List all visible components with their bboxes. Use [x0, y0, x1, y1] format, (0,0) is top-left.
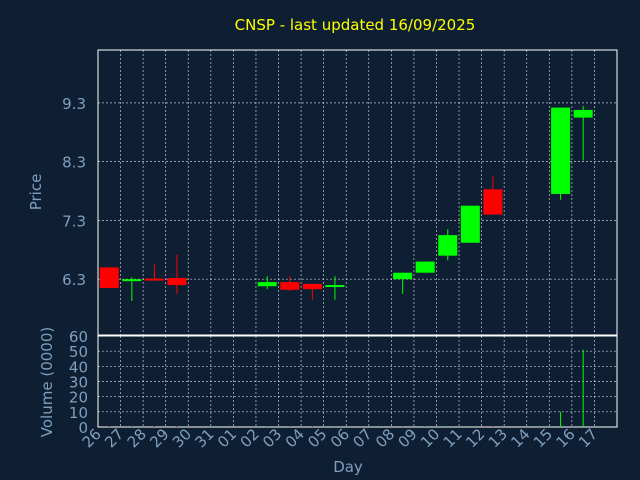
candle-body — [415, 261, 435, 273]
price-tick-label: 8.3 — [62, 154, 86, 172]
candle-body — [573, 109, 593, 118]
candle-body — [460, 205, 480, 243]
candle-body — [438, 235, 458, 256]
volume-tick-label: 30 — [69, 374, 88, 392]
price-axis-label: Price — [27, 174, 45, 211]
candle-body — [99, 267, 119, 288]
day-axis-label: Day — [333, 458, 363, 476]
volume-tick-label: 40 — [69, 358, 88, 376]
candle-body — [551, 107, 571, 194]
volume-tick-label: 10 — [69, 404, 88, 422]
candle-body — [325, 285, 345, 288]
candle-body — [280, 282, 300, 290]
candle-body — [483, 189, 503, 215]
price-panel: 6.3 7.3 8.3 9.3 — [62, 49, 618, 336]
candle-body — [302, 283, 322, 290]
candle-body — [167, 278, 187, 286]
price-tick-label: 7.3 — [62, 212, 86, 230]
price-frame — [97, 49, 618, 336]
candle-body — [122, 279, 142, 282]
candle-body — [257, 282, 277, 287]
price-tick-label: 6.3 — [62, 271, 86, 289]
volume-tick-label: 50 — [69, 343, 88, 361]
volume-tick-label: 20 — [69, 389, 88, 407]
chart-title: CNSP - last updated 16/09/2025 — [235, 16, 476, 34]
price-tick-label: 9.3 — [62, 95, 86, 113]
x-axis: 2627282930310102030405060708091011121314… — [79, 425, 602, 451]
candle-body — [144, 278, 164, 281]
candle-body — [393, 272, 413, 280]
volume-axis-label: Volume (0000) — [38, 327, 56, 437]
volume-tick-label: 0 — [78, 419, 88, 437]
volume-tick-label: 60 — [69, 328, 88, 346]
